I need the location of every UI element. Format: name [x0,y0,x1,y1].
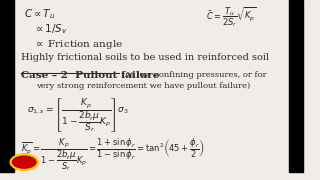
Text: Case – 2  Pullout failure: Case – 2 Pullout failure [21,71,160,80]
Text: $\overline{K_p} = \dfrac{K_p}{1 - \dfrac{2b_r\mu}{S_r}K_p} = \dfrac{1+\sin\phi_r: $\overline{K_p} = \dfrac{K_p}{1 - \dfrac… [21,136,205,173]
Bar [0,0,14,172]
Text: Highly frictional soils to be used in reinforced soil: Highly frictional soils to be used in re… [21,53,269,62]
Text: (At low confining pressures, or for: (At low confining pressures, or for [119,71,267,79]
Text: $C \propto T_u$: $C \propto T_u$ [24,7,55,21]
Text: very strong reinforcement we have pullout failure): very strong reinforcement we have pullou… [36,82,251,90]
Text: $\propto 1/S_v$: $\propto 1/S_v$ [33,22,68,36]
Bar [289,0,302,172]
Text: $\bar{C} = \dfrac{T_u}{2S_r}\sqrt{K_p}$: $\bar{C} = \dfrac{T_u}{2S_r}\sqrt{K_p}$ [206,5,257,29]
Text: $\sigma_{1,s} = \left[\dfrac{K_p}{1 - \dfrac{2b_r \mu}{S_r}K_p}\right]\sigma_3$: $\sigma_{1,s} = \left[\dfrac{K_p}{1 - \d… [27,96,129,134]
Text: $\propto$ Friction angle: $\propto$ Friction angle [33,38,124,51]
Circle shape [11,154,38,170]
